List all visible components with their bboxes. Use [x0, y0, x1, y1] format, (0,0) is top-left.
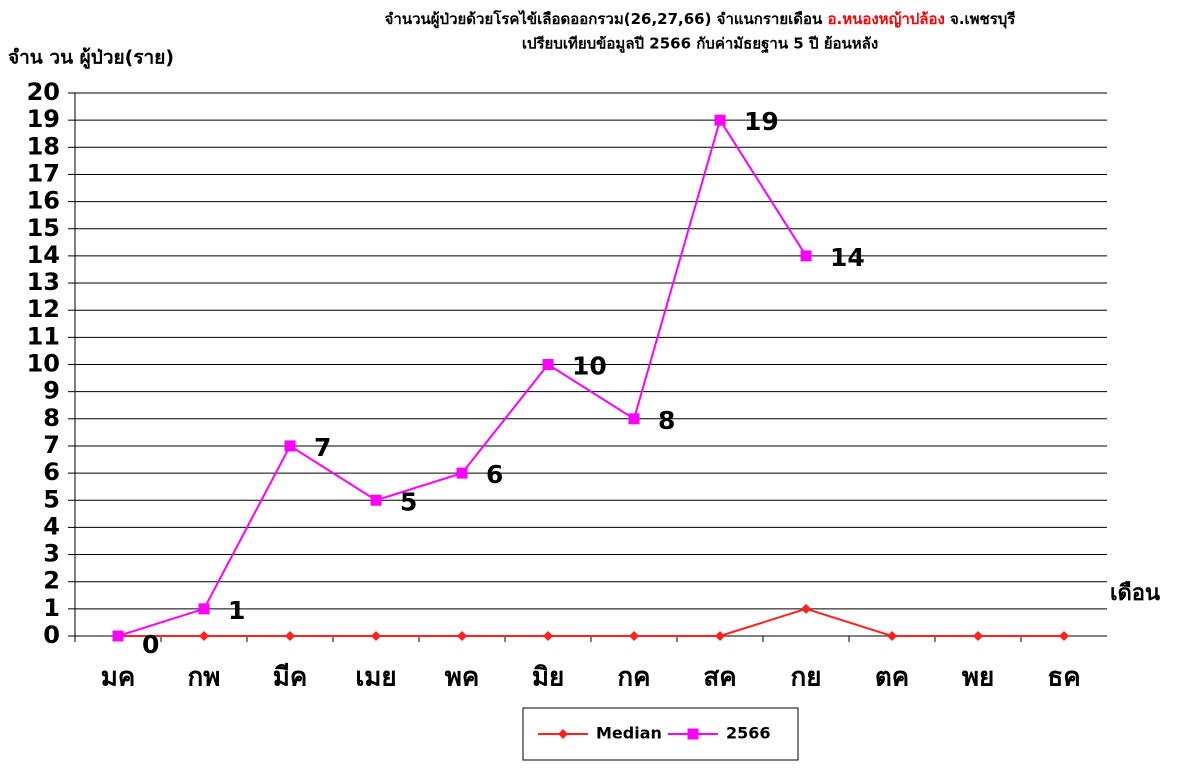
data-label: 19: [744, 107, 779, 136]
y-tick-label: 5: [43, 485, 60, 513]
series-line: [117, 117, 807, 637]
y-tick-label: 4: [43, 512, 60, 540]
data-label: 14: [830, 243, 865, 272]
y-tick-label: 16: [27, 187, 60, 215]
y-tick-label: 13: [27, 268, 60, 296]
x-tick-label: กค: [617, 663, 650, 693]
x-tick-label: กย: [791, 663, 822, 693]
marker: [542, 359, 554, 370]
y-tick-label: 20: [27, 78, 60, 106]
marker: [800, 250, 812, 262]
marker: [1059, 631, 1069, 641]
y-axis-label: จำน วน ผู้ป่วย(ราย): [8, 47, 174, 70]
marker: [199, 631, 209, 641]
data-label: 6: [486, 460, 503, 489]
marker: [285, 631, 295, 641]
y-tick-label: 19: [27, 105, 60, 133]
x-tick-label: พย: [962, 663, 994, 693]
marker: [715, 631, 725, 641]
y-tick-label: 17: [27, 159, 60, 187]
x-tick-label: พค: [445, 663, 480, 693]
x-tick-label: เมย: [355, 663, 396, 693]
data-label: 1: [228, 596, 245, 625]
marker: [628, 413, 640, 425]
marker: [543, 631, 553, 641]
legend-marker: [558, 729, 568, 739]
marker: [112, 630, 124, 642]
data-label: 10: [572, 352, 607, 381]
marker: [973, 631, 983, 641]
y-tick-label: 9: [43, 377, 60, 405]
chart-title: จำนวนผู้ป่วยด้วยโรคไข้เลือดออกรวม(26,27,…: [385, 9, 1017, 29]
data-label: 7: [314, 433, 331, 462]
x-tick-label: ตค: [875, 663, 909, 693]
data-label: 8: [658, 406, 675, 435]
y-tick-label: 2: [43, 567, 60, 595]
series-line: [118, 607, 1064, 637]
title-part: จ.เพชรบุรี: [945, 10, 1016, 29]
legend-marker: [687, 728, 699, 740]
x-tick-label: กพ: [188, 663, 221, 693]
legend-label: Median: [596, 724, 662, 743]
x-tick-label: มิย: [532, 663, 564, 693]
marker: [198, 603, 210, 615]
y-tick-label: 1: [43, 594, 60, 622]
title-part: จำนวนผู้ป่วยด้วยโรคไข้เลือดออกรวม(26,27,…: [385, 9, 828, 29]
data-label: 5: [400, 487, 417, 516]
marker: [629, 631, 639, 641]
x-tick-label: มค: [101, 663, 136, 693]
marker: [284, 440, 296, 452]
y-tick-label: 10: [27, 350, 60, 378]
y-tick-label: 3: [43, 540, 60, 568]
y-tick-label: 18: [27, 132, 60, 160]
x-tick-label: สค: [703, 663, 736, 693]
marker: [801, 603, 811, 614]
x-axis-label: เดือน: [1110, 581, 1160, 606]
y-tick-label: 14: [27, 241, 60, 269]
y-tick-label: 12: [27, 295, 60, 323]
y-tick-label: 6: [43, 458, 60, 486]
y-tick-label: 7: [43, 431, 60, 459]
y-tick-label: 11: [27, 322, 60, 350]
y-tick-label: 15: [27, 214, 60, 242]
marker: [457, 631, 467, 641]
marker: [370, 494, 382, 506]
legend-label: 2566: [726, 724, 771, 743]
title-highlight: อ.หนองหญ้าปล้อง: [828, 10, 945, 28]
data-label: 0: [142, 630, 159, 659]
marker: [887, 631, 897, 641]
marker: [714, 114, 726, 126]
marker: [456, 467, 468, 479]
marker: [371, 631, 381, 641]
y-tick-label: 8: [43, 404, 60, 432]
chart-subtitle: เปรียบเทียบข้อมูลปี 2566 กับค่ามัธยฐาน 5…: [522, 35, 878, 54]
y-tick-label: 0: [43, 621, 60, 649]
x-tick-label: ธค: [1047, 663, 1080, 693]
x-tick-label: มีค: [273, 663, 308, 693]
